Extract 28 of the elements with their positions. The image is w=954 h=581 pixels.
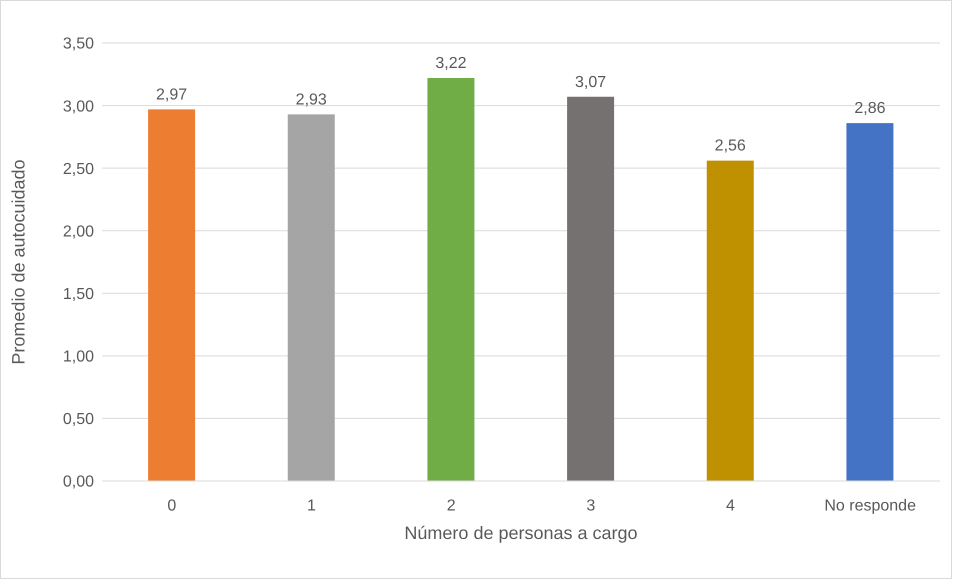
data-label: 2,93 — [296, 91, 327, 108]
y-tick-label: 3,00 — [62, 98, 94, 116]
y-tick-label: 2,50 — [62, 160, 94, 178]
y-tick-label: 2,00 — [62, 223, 94, 240]
y-axis-title: Promedio de autocuidado — [8, 159, 28, 365]
bar — [427, 78, 474, 481]
x-tick-label: 2 — [446, 497, 456, 514]
x-tick-label: 4 — [726, 497, 736, 514]
data-label: 3,07 — [575, 74, 606, 91]
bar — [148, 109, 196, 481]
data-label: 2,56 — [714, 138, 746, 155]
bar — [706, 160, 754, 481]
bar — [288, 114, 335, 481]
x-axis-title: Número de personas a cargo — [404, 523, 638, 543]
y-tick-label: 1,50 — [62, 286, 94, 303]
y-tick-label: 1,00 — [62, 348, 94, 366]
y-tick-label: 0,00 — [62, 474, 94, 491]
data-label: 2,86 — [854, 100, 886, 118]
x-tick-label: 1 — [307, 497, 316, 514]
x-tick-label: No responde — [824, 497, 916, 514]
y-tick-label: 0,50 — [62, 411, 94, 428]
bar — [846, 123, 894, 481]
data-label: 2,97 — [156, 86, 188, 104]
x-tick-label: 3 — [586, 497, 596, 514]
bar — [567, 96, 614, 481]
data-label: 3,22 — [435, 55, 467, 72]
x-tick-label: 0 — [167, 497, 176, 514]
y-tick-label: 3,50 — [62, 36, 94, 53]
